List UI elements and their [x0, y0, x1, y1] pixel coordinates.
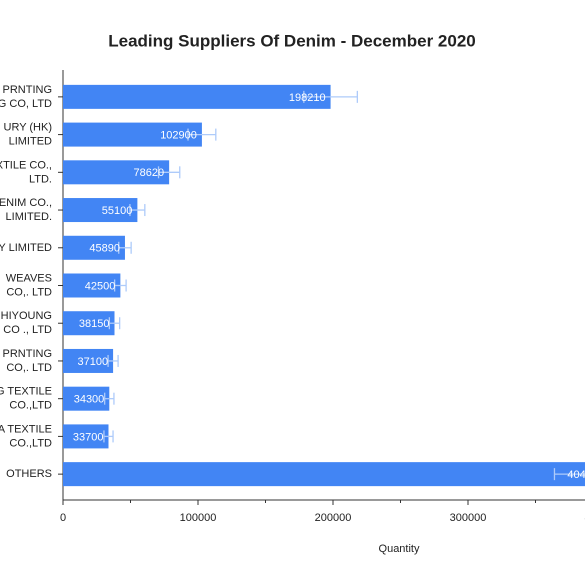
- x-tick-label: 300000: [450, 512, 487, 524]
- bar: [63, 386, 110, 411]
- y-tick-label: G TEXTILE CO.,LTD: [0, 386, 52, 412]
- value-label: 38150: [79, 318, 110, 330]
- y-tick-label-line: ENIM CO.,: [0, 197, 52, 209]
- value-label: 78620: [134, 167, 165, 179]
- value-label: 45890: [89, 243, 120, 255]
- y-tick-label-line: CO.,LTD: [9, 400, 52, 412]
- bar: [63, 273, 121, 298]
- bar: [63, 311, 115, 336]
- bar: [63, 160, 170, 185]
- y-tick-label: XTILE CO., LTD.: [0, 159, 52, 185]
- y-tick-label-line: Y LIMITED: [0, 242, 52, 254]
- x-tick-label: 200000: [315, 512, 352, 524]
- value-label: 55100: [102, 205, 133, 217]
- y-tick-label-line: PRNTING: [3, 84, 53, 96]
- y-tick-label-line: A TEXTILE: [0, 423, 52, 435]
- y-tick-label-line: LIMITED: [9, 135, 52, 147]
- bar: [63, 348, 114, 373]
- value-label: 34300: [74, 394, 105, 406]
- y-tick-label-line: PRNTING: [3, 348, 53, 360]
- y-tick-label-line: HIYOUNG: [1, 310, 52, 322]
- value-label: 102900: [160, 129, 197, 141]
- chart-title: Leading Suppliers Of Denim - December 20…: [108, 31, 476, 50]
- y-tick-label-line: XTILE CO.,: [0, 159, 52, 171]
- y-tick-label-line: WEAVES: [6, 272, 52, 284]
- bar: [63, 122, 202, 147]
- value-label: 37100: [77, 356, 108, 368]
- y-tick-label-line: LTD.: [29, 173, 52, 185]
- y-tick-label-line: CO ., LTD: [3, 324, 52, 336]
- y-tick-label-line: CO.,LTD: [9, 437, 52, 449]
- y-tick-label-line: G TEXTILE: [0, 386, 52, 398]
- y-tick-label: WEAVES CO,. LTD: [6, 272, 52, 298]
- x-tick-label: 0: [60, 512, 66, 524]
- bar: [63, 235, 125, 260]
- y-tick-label-line: G CO, LTD: [0, 98, 52, 110]
- value-label: 404500: [567, 469, 585, 481]
- y-tick-label: ENIM CO., LIMITED.: [0, 197, 52, 223]
- y-tick-label: HIYOUNG CO ., LTD: [1, 310, 52, 336]
- y-tick-label-line: CO,. LTD: [6, 362, 52, 374]
- y-tick-label-line: OTHERS: [6, 468, 52, 480]
- value-label: 33700: [73, 431, 104, 443]
- y-tick-label: URY (HK) LIMITED: [4, 121, 53, 147]
- y-tick-label: PRNTING CO,. LTD: [3, 348, 53, 374]
- bar: [63, 84, 331, 109]
- bar: [63, 198, 138, 223]
- y-tick-label: A TEXTILE CO.,LTD: [0, 423, 52, 449]
- y-tick-label-line: CO,. LTD: [6, 286, 52, 298]
- y-tick-label-line: LIMITED.: [6, 211, 52, 223]
- value-label: 198210: [289, 92, 326, 104]
- x-tick-label: 100000: [180, 512, 217, 524]
- bar: [63, 424, 109, 449]
- y-tick-label-line: URY (HK): [4, 121, 53, 133]
- y-tick-label: Y LIMITED: [0, 242, 52, 254]
- y-tick-label: PRNTING G CO, LTD: [0, 84, 52, 110]
- bar: [63, 462, 585, 487]
- y-tick-label: OTHERS: [6, 468, 52, 480]
- value-label: 42500: [85, 280, 116, 292]
- x-axis-label: Quantity: [379, 543, 420, 555]
